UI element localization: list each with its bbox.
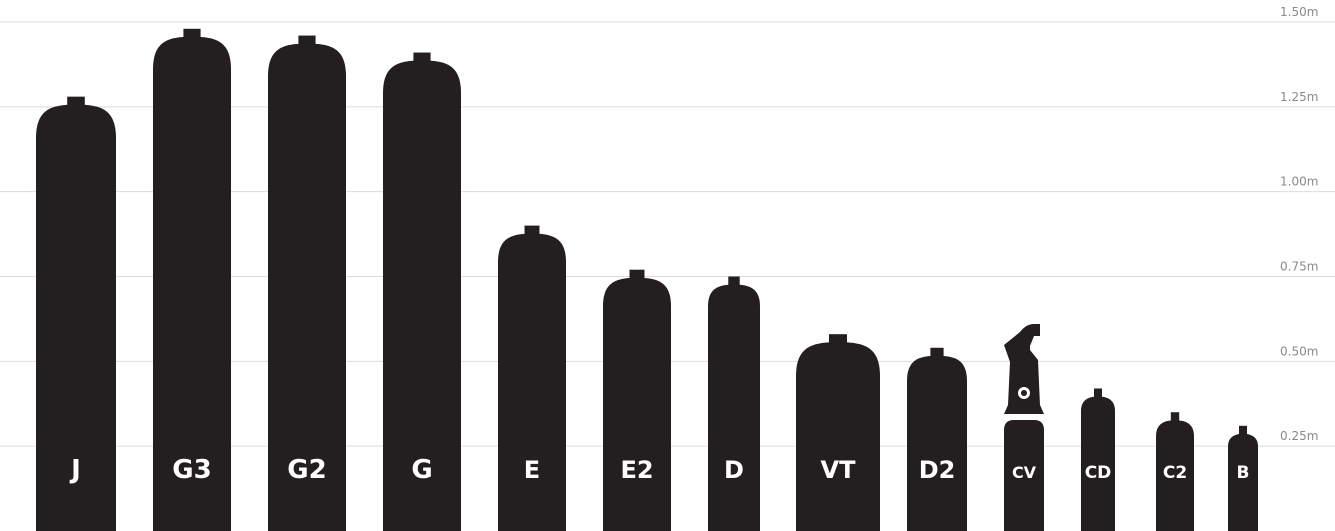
cylinder-c2: C2: [1156, 412, 1194, 531]
cylinder-neck: [1094, 388, 1102, 399]
valve-head: [1004, 324, 1044, 414]
cylinder-body: [498, 233, 566, 531]
cylinder-label: VT: [821, 456, 857, 484]
cylinder-neck: [524, 225, 540, 236]
cylinder-vt: VT: [796, 334, 880, 531]
cylinder-neck: [183, 28, 201, 39]
cylinder-d2: D2: [907, 347, 967, 531]
cylinder-neck: [67, 96, 85, 107]
cylinder-neck: [1170, 412, 1180, 423]
cylinder-body: [153, 36, 231, 531]
cylinder-cv: CV: [1004, 324, 1044, 531]
y-tick-label: 0.25m: [1280, 429, 1318, 443]
cylinder-neck: [829, 334, 847, 345]
cylinder-body: [796, 342, 880, 531]
cylinder-label: B: [1237, 463, 1250, 483]
cylinder-label: CV: [1012, 463, 1037, 482]
cylinder-label: D: [724, 456, 744, 484]
cylinder-body: [1081, 396, 1115, 531]
cylinder-body: [268, 43, 346, 531]
cylinder-neck: [930, 347, 944, 358]
y-tick-label: 0.50m: [1280, 344, 1318, 358]
cylinder-neck: [728, 276, 740, 287]
cylinder-body: [383, 60, 461, 531]
cylinder-label: G: [411, 455, 432, 485]
cylinder-neck: [1239, 425, 1247, 436]
cylinder-body: [1228, 433, 1258, 531]
cylinder-label: C2: [1163, 463, 1187, 483]
cylinder-body: [36, 104, 116, 531]
cylinder-neck: [629, 269, 645, 280]
cylinder-neck: [413, 52, 431, 63]
cylinder-label: D2: [919, 456, 956, 484]
cylinder-body: [603, 277, 671, 531]
cylinder-b: B: [1228, 425, 1258, 531]
cylinder-label: E2: [620, 456, 653, 484]
cylinder-d: D: [708, 276, 760, 531]
cylinder-body: [1156, 420, 1194, 531]
cylinder-body: [907, 355, 967, 531]
cylinder-neck: [298, 35, 316, 46]
y-tick-label: 1.00m: [1280, 175, 1318, 189]
y-tick-label: 1.25m: [1280, 90, 1318, 104]
cylinder-label: E: [524, 456, 540, 484]
y-axis-ticks: 0.25m 0.50m 0.75m 1.00m 1.25m 1.50m: [1280, 5, 1318, 443]
cylinder-e: E: [498, 225, 566, 531]
cylinder-j: J: [36, 96, 116, 531]
cylinder-body: [1004, 420, 1044, 531]
cylinders: J G3 G2 G E E2 D VT D2 CV CD C2 B: [36, 28, 1258, 531]
cylinder-g: G: [383, 52, 461, 531]
cylinder-label: CD: [1085, 463, 1112, 483]
y-tick-label: 0.75m: [1280, 260, 1318, 274]
cylinder-g3: G3: [153, 28, 231, 531]
cylinder-body: [708, 284, 760, 531]
cylinder-label: J: [69, 455, 81, 485]
cylinder-label: G2: [287, 455, 326, 485]
cylinder-cd: CD: [1081, 388, 1115, 531]
gauge-center: [1021, 390, 1027, 396]
cylinder-e2: E2: [603, 269, 671, 531]
y-tick-label: 1.50m: [1280, 5, 1318, 19]
cylinder-label: G3: [172, 455, 211, 485]
cylinder-g2: G2: [268, 35, 346, 531]
